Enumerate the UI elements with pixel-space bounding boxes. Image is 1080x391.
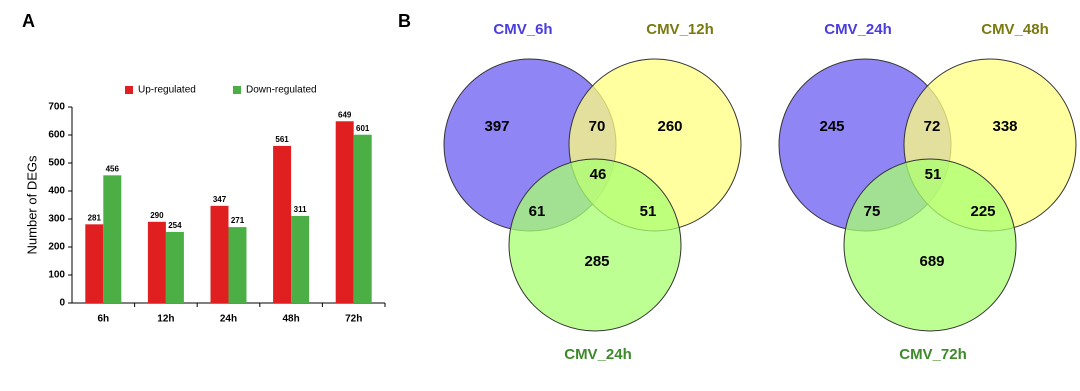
region-count: 61	[529, 203, 546, 220]
bar	[103, 175, 122, 303]
data-label: 347	[213, 195, 227, 204]
y-tick-label: 500	[48, 158, 65, 169]
legend-label: Up-regulated	[138, 85, 196, 96]
bar	[291, 215, 310, 303]
region-count: 260	[657, 118, 682, 135]
legend-label: Down-regulated	[246, 85, 317, 96]
y-tick-label: 0	[59, 298, 65, 309]
region-count: 285	[584, 253, 609, 270]
x-tick-label: 12h	[157, 314, 174, 325]
region-count: 338	[992, 118, 1017, 135]
legend-swatch	[233, 86, 241, 94]
y-tick-label: 300	[48, 214, 65, 225]
bar	[210, 205, 229, 303]
region-count: 51	[925, 166, 942, 183]
y-tick-label: 200	[48, 242, 65, 253]
panel-label: A	[22, 11, 35, 31]
set-label: CMV_12h	[646, 21, 714, 38]
data-label: 311	[294, 205, 307, 214]
x-tick-label: 24h	[220, 314, 237, 325]
venn-circle	[508, 158, 682, 332]
set-label: CMV_24h	[824, 21, 892, 38]
region-count: 689	[919, 253, 944, 270]
region-count: 245	[819, 118, 844, 135]
y-tick-label: 700	[48, 102, 65, 113]
data-label: 456	[106, 164, 120, 173]
set-label: CMV_6h	[493, 21, 552, 38]
bar	[335, 121, 354, 303]
region-count: 75	[864, 203, 881, 220]
y-tick-label: 600	[48, 130, 65, 141]
bar	[273, 145, 292, 303]
region-count: 46	[590, 166, 607, 183]
panel-label: B	[398, 11, 411, 31]
set-label: CMV_72h	[899, 346, 967, 363]
region-count: 225	[970, 203, 995, 220]
data-label: 254	[168, 221, 182, 230]
region-count: 397	[484, 118, 509, 135]
data-label: 601	[356, 124, 370, 133]
data-label: 561	[275, 135, 289, 144]
x-tick-label: 6h	[97, 314, 109, 325]
y-tick-label: 400	[48, 186, 65, 197]
bar	[353, 134, 372, 303]
bar	[147, 221, 166, 303]
data-label: 281	[88, 213, 102, 222]
set-label: CMV_48h	[981, 21, 1049, 38]
data-label: 271	[231, 216, 245, 225]
data-label: 649	[338, 110, 352, 119]
bar	[228, 227, 247, 303]
legend-swatch	[125, 86, 133, 94]
region-count: 51	[640, 203, 657, 220]
region-count: 72	[924, 118, 941, 135]
bar	[165, 231, 184, 303]
x-tick-label: 72h	[345, 314, 362, 325]
y-axis-label: Number of DEGs	[24, 155, 39, 254]
set-label: CMV_24h	[564, 346, 632, 363]
y-tick-label: 100	[48, 270, 65, 281]
region-count: 70	[589, 118, 606, 135]
x-tick-label: 48h	[282, 314, 299, 325]
data-label: 290	[150, 211, 164, 220]
bar	[85, 224, 104, 303]
venn-circle	[843, 158, 1017, 332]
